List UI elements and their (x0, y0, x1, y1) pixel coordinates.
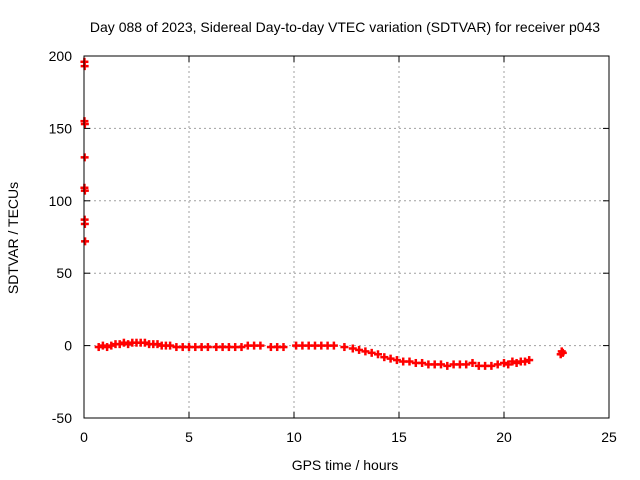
data-point (80, 186, 89, 195)
data-point (468, 358, 477, 367)
data-point (443, 361, 452, 370)
y-tick-label: 150 (49, 120, 73, 136)
data-point (525, 356, 534, 365)
data-point (558, 348, 567, 357)
data-point (80, 219, 89, 228)
data-point (140, 338, 149, 347)
x-tick-label: 20 (496, 429, 512, 445)
y-tick-label: 50 (56, 265, 72, 281)
y-axis-label: SDTVAR / TECUs (5, 182, 21, 294)
data-point (81, 237, 90, 246)
data-point (80, 153, 89, 162)
data-point (508, 357, 517, 366)
data-point (237, 343, 246, 352)
data-point (405, 357, 414, 366)
data-point (329, 341, 338, 350)
data-point (493, 360, 502, 369)
y-tick-label: 200 (49, 48, 73, 64)
y-tick-label: 0 (64, 338, 72, 354)
data-point (153, 340, 162, 349)
x-tick-label: 5 (185, 429, 193, 445)
data-point (386, 354, 395, 363)
data-point (80, 120, 89, 129)
data-point (418, 358, 427, 367)
data-point (521, 357, 529, 366)
data-point (348, 344, 357, 353)
data-point (500, 358, 508, 367)
data-point (103, 343, 112, 352)
data-point (124, 340, 133, 349)
x-axis-label: GPS time / hours (292, 457, 399, 473)
axis-tick-labels: 0 5 10 15 20 25 -50 0 50 100 150 200 (49, 48, 617, 445)
data-point (361, 347, 370, 356)
data-point (256, 341, 265, 350)
x-tick-label: 15 (391, 429, 407, 445)
data-point (437, 360, 445, 369)
data-points (80, 57, 567, 370)
chart-title: Day 088 of 2023, Sidereal Day-to-day VTE… (90, 19, 600, 35)
data-point (166, 341, 175, 350)
data-point (512, 358, 521, 367)
data-point (94, 343, 103, 352)
data-point (487, 361, 496, 370)
data-point (462, 360, 471, 369)
x-tick-label: 25 (601, 429, 617, 445)
data-point (119, 338, 128, 347)
x-tick-label: 0 (80, 429, 88, 445)
data-point (80, 62, 89, 71)
data-point (392, 356, 401, 365)
data-point (340, 343, 349, 352)
y-tick-label: -50 (52, 410, 72, 426)
data-point (203, 343, 212, 352)
data-point (367, 348, 376, 357)
plot-frame (83, 55, 610, 419)
grid-lines (84, 56, 609, 418)
data-point (279, 343, 288, 352)
data-point (107, 341, 116, 350)
data-point (98, 341, 107, 350)
data-point (504, 360, 513, 369)
data-point (355, 345, 364, 354)
data-point (374, 350, 382, 359)
data-point (380, 353, 389, 362)
x-tick-label: 10 (286, 429, 302, 445)
data-point (115, 340, 124, 349)
y-tick-label: 100 (49, 193, 73, 209)
